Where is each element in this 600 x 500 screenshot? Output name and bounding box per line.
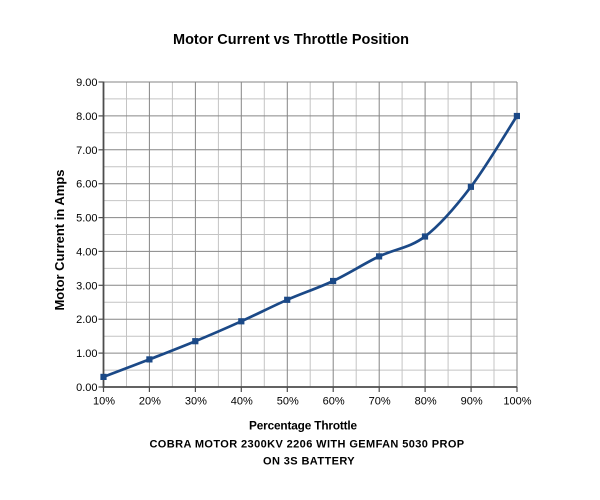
svg-text:4.00: 4.00 [76,246,97,258]
svg-text:80%: 80% [415,396,437,408]
svg-text:30%: 30% [185,396,207,408]
svg-text:100%: 100% [503,396,531,408]
svg-text:COBRA MOTOR 2300KV 2206 WITH G: COBRA MOTOR 2300KV 2206 WITH GEMFAN 5030… [149,439,464,451]
svg-text:70%: 70% [369,396,391,408]
svg-text:7.00: 7.00 [76,145,97,157]
svg-text:50%: 50% [277,396,299,408]
svg-text:8.00: 8.00 [76,111,97,123]
svg-text:3.00: 3.00 [76,280,97,292]
svg-text:1.00: 1.00 [76,348,97,360]
svg-text:90%: 90% [461,396,483,408]
svg-text:2.00: 2.00 [76,314,97,326]
svg-text:Motor Current vs Throttle Posi: Motor Current vs Throttle Position [173,32,409,48]
svg-text:0.00: 0.00 [76,382,97,394]
svg-text:60%: 60% [323,396,345,408]
svg-text:Motor Current in Amps: Motor Current in Amps [52,169,67,310]
svg-text:Percentage Throttle: Percentage Throttle [249,419,358,433]
svg-text:20%: 20% [139,396,161,408]
svg-text:40%: 40% [231,396,253,408]
svg-text:5.00: 5.00 [76,213,97,225]
svg-text:10%: 10% [93,396,115,408]
svg-text:6.00: 6.00 [76,179,97,191]
svg-text:9.00: 9.00 [76,77,97,89]
svg-text:ON 3S BATTERY: ON 3S BATTERY [263,456,355,468]
